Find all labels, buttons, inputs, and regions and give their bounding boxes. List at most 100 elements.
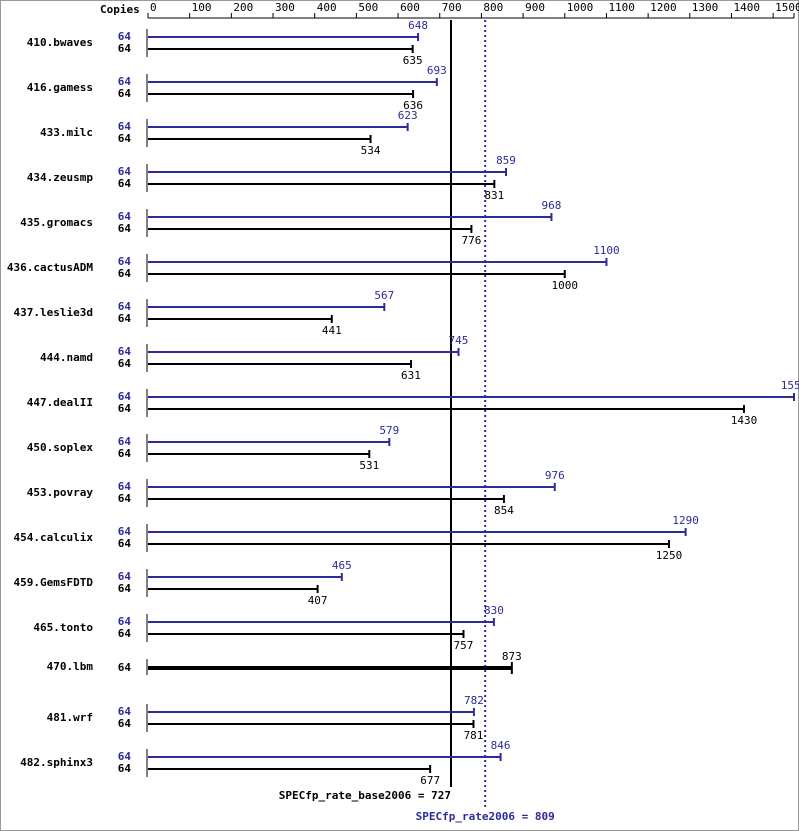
copies-label: 64 [118, 762, 132, 775]
category-label: 450.soplex [27, 441, 94, 454]
value-label: 873 [502, 650, 522, 663]
category-label: 459.GemsFDTD [14, 576, 94, 589]
x-tick-label: 1000 [567, 1, 594, 14]
copies-label: 64 [118, 357, 132, 370]
x-tick-label: 1100 [608, 1, 635, 14]
copies-label: 64 [118, 480, 132, 493]
copies-label: 64 [118, 717, 132, 730]
copies-label: 64 [118, 177, 132, 190]
x-tick-label: 0 [150, 1, 157, 14]
x-tick-label: 1300 [692, 1, 719, 14]
value-label: 846 [491, 739, 511, 752]
value-label: 831 [484, 189, 504, 202]
x-tick-label: 1200 [650, 1, 677, 14]
category-label: 481.wrf [47, 711, 93, 724]
category-label: 434.zeusmp [27, 171, 94, 184]
value-label: 1290 [672, 514, 699, 527]
value-label: 830 [484, 604, 504, 617]
value-label: 693 [427, 64, 447, 77]
copies-label: 64 [118, 222, 132, 235]
copies-label: 64 [118, 750, 132, 763]
value-label: 407 [308, 594, 328, 607]
value-label: 567 [374, 289, 394, 302]
copies-label: 64 [118, 525, 132, 538]
copies-label: 64 [118, 255, 132, 268]
copies-label: 64 [118, 582, 132, 595]
copies-label: 64 [118, 390, 132, 403]
x-tick-label: 400 [317, 1, 337, 14]
copies-label: 64 [118, 615, 132, 628]
x-tick-label: 600 [400, 1, 420, 14]
value-label: 648 [408, 19, 428, 32]
copies-label: 64 [118, 402, 132, 415]
category-label: 437.leslie3d [14, 306, 93, 319]
x-tick-label: 100 [192, 1, 212, 14]
category-label: 444.namd [40, 351, 93, 364]
category-label: 470.lbm [47, 660, 94, 673]
category-label: 453.povray [27, 486, 94, 499]
copies-label: 64 [118, 705, 132, 718]
value-label: 776 [461, 234, 481, 247]
x-tick-label: 300 [275, 1, 295, 14]
reference-label: SPECfp_rate2006 = 809 [416, 810, 555, 823]
x-tick-label: 700 [442, 1, 462, 14]
value-label: 623 [398, 109, 418, 122]
value-label: 976 [545, 469, 565, 482]
x-tick-label: 800 [483, 1, 503, 14]
x-tick-label: 1550 [796, 1, 799, 14]
value-label: 968 [541, 199, 561, 212]
value-label: 1100 [593, 244, 620, 257]
category-label: 416.gamess [27, 81, 93, 94]
category-label: 454.calculix [14, 531, 94, 544]
value-label: 1250 [656, 549, 683, 562]
value-label: 1000 [552, 279, 579, 292]
copies-label: 64 [118, 435, 132, 448]
copies-label: 64 [118, 627, 132, 640]
value-label: 1430 [731, 414, 758, 427]
copies-label: 64 [118, 165, 132, 178]
value-label: 745 [449, 334, 469, 347]
copies-label: 64 [118, 30, 132, 43]
copies-label: 64 [118, 210, 132, 223]
value-label: 1550 [781, 379, 799, 392]
copies-label: 64 [118, 87, 132, 100]
copies-label: 64 [118, 120, 132, 133]
value-label: 781 [464, 729, 484, 742]
value-label: 465 [332, 559, 352, 572]
copies-label: 64 [118, 132, 132, 145]
value-label: 631 [401, 369, 421, 382]
value-label: 757 [454, 639, 474, 652]
copies-label: 64 [118, 537, 132, 550]
axis-label: Copies [100, 3, 140, 16]
reference-label: SPECfp_rate_base2006 = 727 [279, 789, 451, 802]
category-label: 435.gromacs [20, 216, 93, 229]
value-label: 782 [464, 694, 484, 707]
category-label: 465.tonto [33, 621, 93, 634]
x-tick-label: 200 [233, 1, 253, 14]
value-label: 534 [361, 144, 381, 157]
value-label: 441 [322, 324, 342, 337]
x-tick-label: 1500 [775, 1, 799, 14]
category-label: 436.cactusADM [7, 261, 93, 274]
value-label: 531 [359, 459, 379, 472]
copies-label: 64 [118, 300, 132, 313]
x-tick-label: 1400 [733, 1, 760, 14]
category-label: 482.sphinx3 [20, 756, 93, 769]
category-label: 433.milc [40, 126, 93, 139]
category-label: 410.bwaves [27, 36, 93, 49]
value-label: 635 [403, 54, 423, 67]
copies-label: 64 [118, 267, 132, 280]
value-label: 636 [403, 99, 423, 112]
value-label: 854 [494, 504, 514, 517]
x-tick-label: 900 [525, 1, 545, 14]
copies-label: 64 [118, 312, 132, 325]
copies-label: 64 [118, 492, 132, 505]
copies-label: 64 [118, 447, 132, 460]
copies-label: 64 [118, 570, 132, 583]
value-label: 859 [496, 154, 516, 167]
value-label: 579 [379, 424, 399, 437]
copies-label: 64 [118, 345, 132, 358]
